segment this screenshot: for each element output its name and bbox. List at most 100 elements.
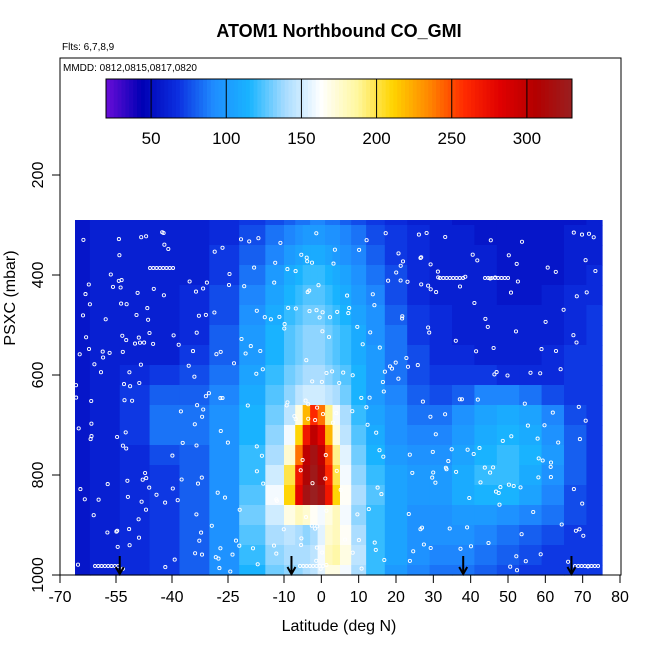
data-point [193, 551, 198, 556]
heatmap-cell [284, 325, 296, 346]
data-point [410, 470, 415, 475]
data-point [543, 319, 548, 324]
data-point [175, 498, 180, 503]
data-point [154, 492, 159, 497]
data-point [372, 540, 377, 545]
data-point [583, 418, 588, 423]
heatmap-cell [179, 245, 210, 266]
data-point [370, 292, 375, 297]
data-point [406, 511, 411, 517]
data-point [538, 552, 543, 557]
heatmap-cell [295, 225, 304, 246]
heatmap-cell [265, 525, 285, 546]
colorbar-segment [335, 79, 340, 118]
data-point [238, 237, 244, 242]
data-point [326, 334, 332, 340]
heatmap-cell [75, 305, 91, 326]
heatmap-cell [340, 565, 352, 576]
heatmap-cell [407, 285, 431, 306]
heatmap-cell [496, 545, 520, 566]
data-point [580, 501, 585, 506]
heatmap-cell [149, 245, 181, 266]
heatmap-cell [89, 245, 121, 266]
heatmap-cell [302, 365, 311, 386]
heatmap-cell [89, 365, 121, 386]
data-point [254, 308, 259, 313]
heatmap-cell [366, 365, 386, 386]
heatmap-cell [239, 245, 266, 266]
data-point [179, 477, 184, 482]
data-point [542, 423, 547, 428]
colorbar-segment [436, 79, 441, 118]
x-tick-label: 30 [424, 589, 442, 606]
colorbar-segment [187, 79, 192, 118]
colorbar-segment [544, 79, 550, 118]
data-point [237, 507, 242, 512]
heatmap-cell [541, 245, 565, 266]
data-point [171, 266, 176, 270]
colorbar-segment [471, 79, 476, 118]
heatmap-cell [340, 245, 352, 266]
colorbar-segment [137, 79, 142, 118]
data-point [196, 313, 201, 318]
heatmap-cell [89, 425, 121, 446]
heatmap-cell [325, 285, 334, 306]
data-point [88, 437, 93, 442]
heatmap-cell [332, 445, 341, 466]
heatmap-cell [586, 265, 603, 286]
data-point [449, 447, 454, 452]
heatmap-cell [407, 345, 431, 366]
data-point [203, 312, 208, 317]
data-point [178, 409, 183, 414]
data-point [206, 391, 211, 396]
heatmap-cell [295, 505, 304, 526]
heatmap-cell [179, 325, 210, 346]
data-point [277, 314, 282, 319]
heatmap-cell [149, 445, 181, 466]
heatmap-cell [75, 405, 91, 426]
heatmap-cell [284, 245, 296, 266]
heatmap-cell [239, 225, 266, 246]
heatmap-cell [239, 285, 266, 306]
heatmap-cell [519, 385, 543, 406]
data-point [365, 422, 370, 427]
data-point [299, 542, 304, 548]
heatmap-cell [366, 525, 386, 546]
heatmap-cell [340, 365, 352, 386]
data-point [78, 487, 83, 492]
heatmap-cell [366, 325, 386, 346]
data-point [553, 348, 559, 354]
data-point [459, 397, 464, 402]
data-point [350, 373, 355, 378]
heatmap-cell [519, 445, 543, 466]
heatmap-cell [332, 325, 341, 346]
colorbar-segment [560, 79, 565, 118]
heatmap-cell [519, 325, 543, 346]
data-point [222, 495, 228, 500]
data-point [435, 269, 440, 274]
heatmap-cell [541, 385, 565, 406]
heatmap-cell [332, 285, 341, 306]
colorbar-segment [509, 79, 515, 118]
heatmap-cell [119, 285, 151, 306]
data-point [400, 316, 405, 321]
data-point [323, 476, 328, 481]
heatmap-cell [239, 445, 266, 466]
data-point [538, 371, 543, 376]
colorbar-segment [195, 79, 200, 118]
x-tick-label: 60 [536, 589, 554, 606]
heatmap-cell [284, 385, 296, 406]
heatmap-cell [325, 245, 334, 266]
heatmap-cell [429, 405, 453, 426]
data-point [443, 465, 448, 470]
data-point [194, 512, 199, 517]
heatmap-cell [541, 225, 565, 246]
colorbar-segment [420, 79, 425, 118]
data-point [282, 322, 287, 327]
heatmap-cell [317, 505, 326, 526]
heatmap-cell [89, 225, 121, 246]
data-point [494, 370, 499, 375]
heatmap-cell [366, 265, 386, 286]
heatmap-cell [452, 465, 475, 486]
heatmap-cell [265, 485, 285, 506]
